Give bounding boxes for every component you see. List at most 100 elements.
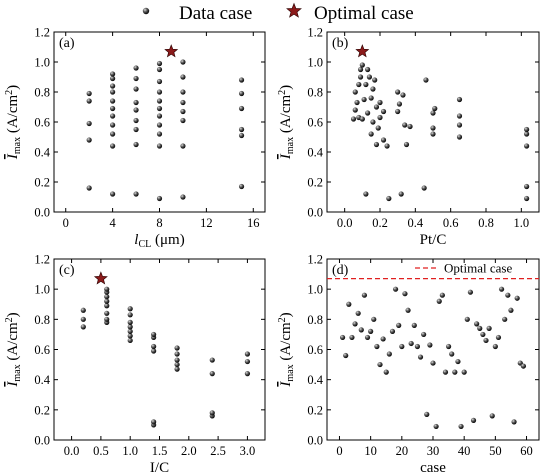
- data-point: [156, 78, 163, 85]
- data-point: [104, 303, 110, 309]
- x-axis-label: I/C: [150, 460, 169, 474]
- data-point: [467, 289, 474, 295]
- data-point: [86, 98, 92, 104]
- plot-frame: [53, 31, 266, 213]
- x-tick-label: 2.5: [210, 444, 226, 458]
- data-point: [238, 105, 245, 112]
- data-point: [464, 316, 470, 322]
- data-point: [86, 120, 92, 127]
- y-axis-label: Imax (A/cm2): [4, 312, 23, 387]
- data-point: [133, 141, 139, 148]
- data-point: [133, 75, 139, 82]
- y-axis-label: Imax (A/cm2): [4, 85, 23, 160]
- data-point: [110, 122, 116, 128]
- data-point: [151, 348, 157, 354]
- data-point: [421, 331, 427, 338]
- data-point: [520, 363, 527, 369]
- data-point: [352, 107, 358, 113]
- data-point: [357, 66, 364, 73]
- data-point: [363, 191, 369, 197]
- x-tick-label: 50: [489, 444, 502, 458]
- data-point: [392, 286, 399, 292]
- x-tick-label: 0.5: [93, 444, 109, 458]
- data-point: [424, 411, 430, 417]
- data-point: [483, 337, 489, 344]
- data-point: [180, 99, 186, 106]
- data-point: [156, 143, 163, 149]
- data-point: [354, 99, 360, 106]
- data-point: [133, 191, 139, 197]
- x-tick-label: 3.0: [240, 444, 256, 458]
- data-point: [238, 90, 245, 97]
- data-point: [427, 342, 433, 348]
- y-tick-label: 1.0: [34, 56, 50, 70]
- plot-frame: [326, 31, 540, 213]
- optimal-star-point: [164, 44, 179, 58]
- data-point: [408, 340, 414, 347]
- legend-data-marker: [142, 7, 150, 15]
- data-point: [456, 134, 463, 140]
- data-point: [244, 351, 251, 357]
- data-point: [110, 89, 116, 95]
- x-tick-label: 0.0: [64, 444, 80, 458]
- x-tick-label: 10: [364, 444, 377, 458]
- data-point: [430, 125, 436, 131]
- data-point: [180, 89, 186, 95]
- y-tick-label: 0.6: [34, 343, 50, 357]
- data-point: [156, 195, 163, 202]
- y-tick-label: 1.0: [34, 283, 50, 297]
- data-point: [474, 321, 480, 327]
- data-point: [502, 316, 508, 322]
- data-point: [151, 419, 157, 425]
- panel-label: (b): [332, 36, 349, 51]
- x-axis-label: Pt/C: [420, 232, 447, 248]
- panel-3: 0.0 0.5 1.0 1.5 2.0 2.5 3.0 0.0 0.2 0.4 0.6 0.8 1.0 1…: [4, 253, 266, 474]
- y-tick-label: 1.0: [307, 283, 323, 297]
- data-point: [104, 298, 110, 304]
- data-point: [151, 331, 157, 338]
- optimal-star-point: [355, 44, 370, 58]
- data-point: [399, 343, 405, 350]
- x-axis-label: case: [420, 460, 446, 474]
- x-tick-label: 20: [396, 444, 409, 458]
- y-tick-label: 0.8: [34, 313, 50, 327]
- y-axis-label: Imax (A/cm2): [277, 85, 296, 160]
- data-point: [432, 105, 438, 112]
- data-point: [133, 65, 139, 71]
- legend-data-label: Data case: [179, 3, 252, 24]
- data-point: [359, 62, 365, 68]
- data-point: [375, 125, 381, 131]
- data-point: [104, 294, 110, 300]
- data-point: [445, 343, 452, 350]
- data-point: [524, 143, 530, 149]
- data-point: [133, 107, 139, 113]
- y-tick-label: 0.2: [34, 403, 50, 417]
- data-point: [524, 183, 530, 190]
- data-point: [423, 77, 429, 83]
- data-point: [377, 99, 383, 106]
- data-point: [180, 74, 186, 80]
- panel-2: 0.0 0.2 0.4 0.6 0.8 1.0 0.0 0.2 0.4 0.6 0.8 1.0 1.2 (…: [277, 26, 540, 248]
- y-tick-label: 1.2: [34, 26, 50, 40]
- data-point: [442, 369, 449, 375]
- data-point: [458, 423, 464, 430]
- data-point: [524, 195, 530, 202]
- data-point: [357, 74, 364, 80]
- panel-1: 0 4 8 12 16 0.0 0.2 0.4 0.6 0.8 1.0 1.2 (a) Imax (A/c…: [4, 26, 266, 250]
- data-point: [80, 324, 86, 330]
- data-point: [452, 369, 458, 375]
- data-point: [104, 310, 110, 316]
- data-point: [456, 96, 463, 103]
- data-point: [395, 89, 401, 95]
- data-point: [470, 417, 477, 423]
- data-point: [377, 361, 383, 368]
- data-point: [104, 316, 110, 322]
- data-point: [389, 328, 396, 334]
- data-point: [180, 143, 186, 149]
- y-tick-label: 0.4: [34, 373, 50, 387]
- data-point: [358, 327, 364, 333]
- data-point: [156, 66, 163, 73]
- x-tick-label: 60: [520, 444, 533, 458]
- data-point: [386, 195, 392, 202]
- data-point: [209, 371, 215, 377]
